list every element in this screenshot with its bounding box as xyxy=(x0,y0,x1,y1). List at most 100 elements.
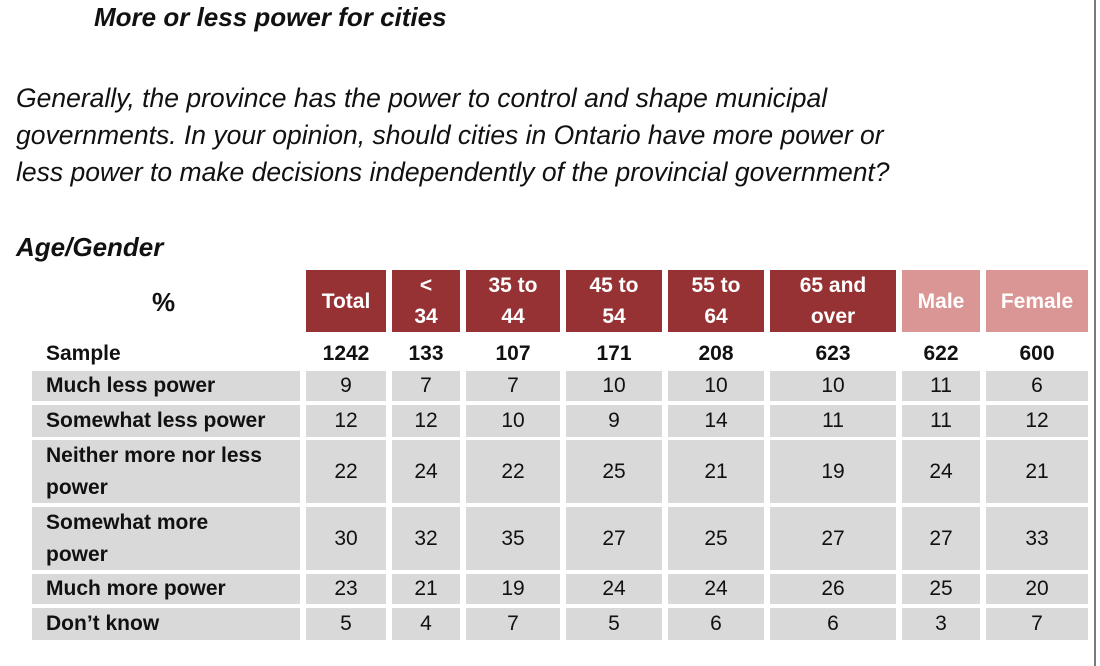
column-header-line: 45 to xyxy=(589,274,639,297)
table-cell: 11 xyxy=(770,405,896,437)
table-cell: 23 xyxy=(306,574,386,604)
table-cell: 10 xyxy=(466,405,560,437)
table-cell: 19 xyxy=(466,574,560,604)
row-label-line: Sample xyxy=(46,342,121,365)
row-label-line: power xyxy=(46,475,108,499)
section-title: Age/Gender xyxy=(16,232,164,262)
column-header-line: 55 to xyxy=(691,274,741,297)
table-row: Neither more nor less power 22 24 22 25 21 19 24… xyxy=(0,440,1100,503)
table-cell: 107 xyxy=(495,342,531,365)
column-header: Total xyxy=(306,270,386,332)
table-cell: 19 xyxy=(770,440,896,503)
column-header-line: 34 xyxy=(414,305,438,328)
row-label-line: Somewhat less power xyxy=(46,409,266,432)
table-cell: 622 xyxy=(923,342,959,365)
corner-percent-label: % xyxy=(152,287,176,317)
table-cell: 12 xyxy=(986,405,1088,437)
table-cell: 208 xyxy=(698,342,734,365)
row-label-line: Much less power xyxy=(46,374,216,397)
table-cell: 21 xyxy=(668,440,764,503)
table-cell: 27 xyxy=(566,507,662,570)
column-header: <34 xyxy=(392,270,460,332)
table-row: Much more power 23 21 19 24 24 26 25 20 xyxy=(0,574,1100,604)
row-label-line: Much more power xyxy=(46,577,226,600)
table-cell: 24 xyxy=(668,574,764,604)
table-cell: 33 xyxy=(986,507,1088,570)
table-cell: 25 xyxy=(566,440,662,503)
table-cell: 6 xyxy=(986,371,1088,401)
table-cell: 1242 xyxy=(322,342,370,365)
column-header: 65 and over xyxy=(770,270,896,332)
table-row: Somewhat more power 30 32 35 27 25 27 27 33 xyxy=(0,507,1100,570)
column-header: Female xyxy=(986,270,1088,332)
table-cell: 27 xyxy=(902,507,980,570)
table-cell: 21 xyxy=(392,574,460,604)
column-header-line: over xyxy=(810,305,856,328)
question-line: less power to make decisions independent… xyxy=(16,157,890,187)
page-title: More or less power for cities xyxy=(94,2,447,32)
table-row: Don’t know 5 4 7 5 6 6 3 7 xyxy=(0,608,1100,640)
table-cell: 32 xyxy=(392,507,460,570)
column-header-line: Total xyxy=(321,289,371,313)
column-header-line: 44 xyxy=(501,305,525,328)
row-label: Don’t know xyxy=(32,608,300,640)
table-cell: 11 xyxy=(902,371,980,401)
table-cell: 133 xyxy=(408,342,444,365)
row-label: Somewhat more power xyxy=(32,507,300,570)
table-cell: 22 xyxy=(466,440,560,503)
column-header: 35 to 44 xyxy=(466,270,560,332)
table-row: Much less power 9 7 7 10 10 10 11 6 xyxy=(0,371,1100,401)
question-line: governments. In your opinion, should cit… xyxy=(16,120,884,150)
column-header-line: 65 and xyxy=(799,274,867,297)
column-header: 45 to 54 xyxy=(566,270,662,332)
table-cell: 4 xyxy=(392,608,460,640)
column-header: 55 to 64 xyxy=(668,270,764,332)
table-cell: 10 xyxy=(770,371,896,401)
table-cell: 10 xyxy=(668,371,764,401)
table-cell: 9 xyxy=(566,405,662,437)
table-cell: 24 xyxy=(392,440,460,503)
table-cell: 26 xyxy=(770,574,896,604)
row-label: Much less power xyxy=(32,371,300,401)
table-cell: 27 xyxy=(770,507,896,570)
row-label-line: Don’t know xyxy=(46,612,160,635)
table-cell: 30 xyxy=(306,507,386,570)
table-cell: 7 xyxy=(466,608,560,640)
question-line: Generally, the province has the power to… xyxy=(16,83,828,113)
table-cell: 3 xyxy=(902,608,980,640)
table-cell: 6 xyxy=(770,608,896,640)
row-label-line: power xyxy=(46,542,108,566)
table-cell: 14 xyxy=(668,405,764,437)
row-label: Neither more nor less power xyxy=(32,440,300,503)
column-header-line: 54 xyxy=(602,305,626,328)
page-edge-line xyxy=(1094,0,1096,666)
table-cell: 7 xyxy=(466,371,560,401)
table-cell: 12 xyxy=(392,405,460,437)
table-cell: 24 xyxy=(902,440,980,503)
table-cell: 623 xyxy=(815,342,851,365)
table-cell: 25 xyxy=(668,507,764,570)
table-cell: 10 xyxy=(566,371,662,401)
row-label-line: Somewhat more xyxy=(46,510,209,534)
column-header-line: Female xyxy=(1000,289,1074,313)
row-label: Somewhat less power xyxy=(32,405,300,437)
table-cell: 7 xyxy=(986,608,1088,640)
sample-row: Sample 1242 133 107 171 208 623 622 600 xyxy=(0,340,1100,368)
survey-question: Generally, the province has the power to… xyxy=(16,80,1076,191)
table-cell: 20 xyxy=(986,574,1088,604)
table-cell: 24 xyxy=(566,574,662,604)
row-label: Much more power xyxy=(32,574,300,604)
table-cell: 12 xyxy=(306,405,386,437)
table-cell: 9 xyxy=(306,371,386,401)
table-cell: 600 xyxy=(1019,342,1055,365)
column-header: Male xyxy=(902,270,980,332)
table-cell: 5 xyxy=(306,608,386,640)
row-label-line: Neither more nor less xyxy=(46,443,262,467)
table-cell: 6 xyxy=(668,608,764,640)
table-cell: 11 xyxy=(902,405,980,437)
column-header-line: Male xyxy=(917,289,965,313)
table-cell: 171 xyxy=(596,342,632,365)
table-cell: 22 xyxy=(306,440,386,503)
column-header-line: 64 xyxy=(704,305,728,328)
table-cell: 35 xyxy=(466,507,560,570)
